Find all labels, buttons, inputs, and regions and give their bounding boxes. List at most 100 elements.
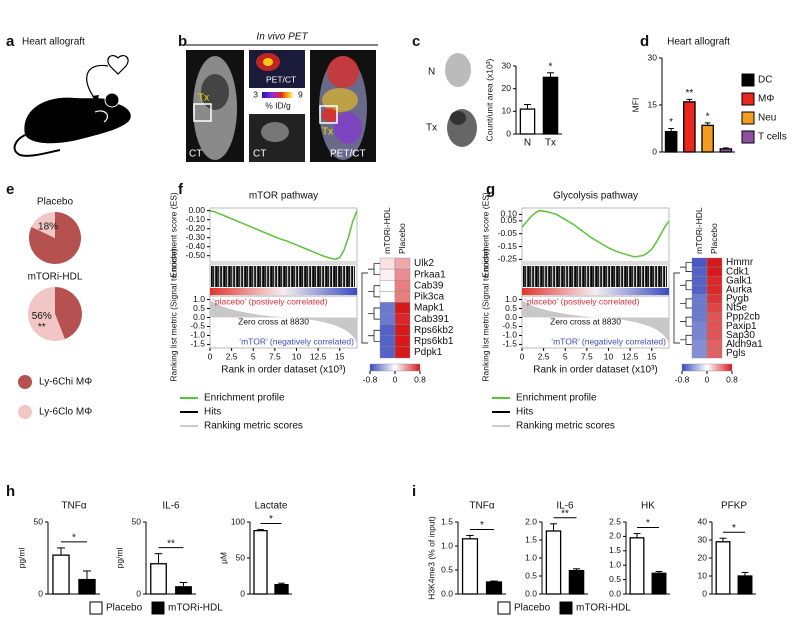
legend-label: Ranking metric scores	[204, 421, 303, 432]
ranking-y-tick-label: 0.0	[505, 312, 517, 322]
heatmap-row-label: Rps6kb1	[414, 336, 454, 347]
image-label: CT	[253, 149, 266, 160]
heatmap-row-label: Mapk1	[414, 303, 444, 314]
heatmap-cell	[379, 268, 396, 281]
y-tick-label: 10	[698, 570, 708, 580]
dendrogram	[680, 280, 692, 291]
bar	[651, 572, 667, 595]
y-tick-label: 2.0	[609, 531, 621, 541]
heatmap-column-label: Placebo	[397, 223, 407, 254]
legend-label: MΦ	[758, 94, 774, 105]
y-tick-label: 0	[136, 588, 141, 598]
bar	[664, 130, 678, 153]
legend-swatch	[497, 601, 511, 615]
ranking-y-label: Ranking list metric (Signal to noise)	[168, 248, 178, 381]
y-tick-label: -0.10	[186, 214, 206, 224]
colorbar-label: % ID/g	[265, 100, 291, 110]
legend-label: Ranking metric scores	[516, 421, 615, 432]
heatmap-cell	[706, 321, 723, 331]
legend-label: Neu	[758, 113, 776, 124]
heatmap-cell	[691, 266, 708, 277]
heatmap-row-label: Aldh9a1	[726, 339, 763, 350]
bar	[78, 578, 96, 595]
bar	[52, 554, 70, 595]
y-tick-label: 100	[231, 516, 245, 526]
y-tick-label: 40	[698, 516, 708, 526]
es-line	[521, 209, 670, 258]
legend-label: Hits	[204, 407, 221, 418]
image-label: PET/CT	[266, 74, 296, 84]
chart-title: IL-6	[556, 501, 574, 512]
legend-swatch	[741, 73, 755, 87]
y-tick-label: -0.40	[186, 241, 206, 251]
heatmap-cell	[706, 339, 723, 350]
x-tick-label: 0	[208, 351, 213, 361]
ct-image: Tx CT	[186, 50, 244, 162]
pie-slice	[29, 212, 81, 264]
legend-label: Ly-6Chi MΦ	[39, 377, 92, 388]
y-tick-label: -0.15	[498, 241, 518, 251]
pie-slice	[27, 287, 65, 342]
panel-letter: a	[6, 33, 15, 50]
y-axis-label: Count/unit area (x10³)	[484, 58, 494, 141]
es-frame	[209, 207, 358, 263]
significance-mark: *	[669, 117, 673, 128]
heatmap-cell	[394, 257, 411, 270]
roi-box	[193, 103, 212, 122]
x-tick-label: Tx	[545, 138, 556, 149]
x-tick-label: 12.5	[310, 351, 327, 361]
heatmap-row-label: Aurka	[726, 284, 753, 295]
heatmap-cell	[691, 285, 708, 295]
heatmap-cell	[706, 257, 723, 268]
bar	[719, 148, 733, 153]
legend-label: Placebo	[514, 603, 551, 614]
chart-title: HK	[641, 501, 655, 512]
positive-label: ‘placebo’ (postively correlated)	[213, 296, 328, 306]
ranking-area	[522, 299, 669, 345]
bar	[519, 108, 536, 135]
y-tick-label: -0.20	[186, 223, 206, 233]
y-tick-label: 2.0	[525, 516, 537, 526]
legend-swatch	[741, 111, 755, 125]
y-tick-label: 20	[698, 552, 708, 562]
heatmap-cell	[379, 257, 396, 270]
heatmap-row-label: Hmmr	[726, 257, 754, 268]
heatmap-cell	[706, 348, 723, 359]
ranking-y-tick-label: -1.0	[190, 330, 205, 340]
panel-letter: d	[640, 33, 649, 50]
chart-title: TNFα	[61, 501, 86, 512]
ranking-y-tick-label: -1.5	[502, 339, 517, 349]
dendrogram	[368, 307, 380, 320]
ranking-y-label: Ranking list metric (Signal to noise)	[480, 248, 490, 381]
y-tick-label: 0.5	[441, 564, 453, 574]
heatmap-cell	[706, 266, 723, 277]
panel-title: Heart allograft	[22, 37, 85, 48]
heart-image-detail	[450, 111, 466, 125]
x-tick-label: 5	[251, 351, 256, 361]
rank-color-strip	[210, 288, 357, 295]
x-tick-label: 12.5	[622, 351, 639, 361]
y-tick-label: 0	[702, 588, 707, 598]
petct-zoom: PET/CT	[249, 50, 305, 88]
heatmap-cell	[379, 302, 396, 314]
dendrogram	[680, 316, 692, 327]
dendrogram	[680, 262, 692, 272]
bar	[683, 101, 696, 153]
bar	[175, 586, 192, 595]
heatmap-cell	[379, 291, 396, 303]
value-label: 18%	[38, 222, 58, 233]
uptake-core	[263, 58, 273, 66]
significance-mark: **	[38, 322, 46, 333]
significance-mark: **	[167, 538, 175, 549]
uptake	[334, 112, 362, 144]
chart-title: TNFα	[469, 501, 494, 512]
y-axis-label: μM	[218, 552, 228, 564]
heart-image	[445, 53, 471, 87]
y-tick-label: 0.0	[441, 588, 453, 598]
colorbar-tick-label: -0.8	[675, 374, 690, 384]
heatmap-row-label: Rps6kb2	[414, 325, 454, 336]
heatmap-row-label: Pdpk1	[414, 347, 443, 358]
heatmap-cell	[691, 294, 708, 304]
heatmap-row-label: Pik3ca	[414, 292, 444, 303]
